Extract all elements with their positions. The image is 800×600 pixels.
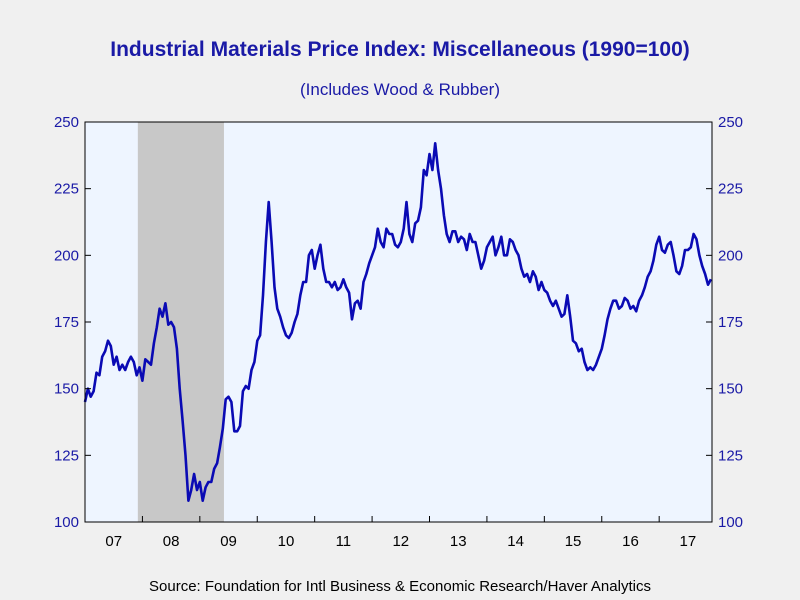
x-tick-label: 13 <box>450 533 467 550</box>
y-tick-label-right: 100 <box>718 514 743 531</box>
y-tick-label-left: 250 <box>54 114 79 131</box>
chart-title: Industrial Materials Price Index: Miscel… <box>110 38 690 61</box>
x-tick-label: 14 <box>507 533 524 550</box>
x-tick-label: 07 <box>105 533 122 550</box>
y-tick-label-right: 200 <box>718 247 743 264</box>
y-tick-label-left: 150 <box>54 381 79 398</box>
y-tick-label-right: 225 <box>718 181 743 198</box>
x-tick-label: 15 <box>565 533 582 550</box>
x-tick-label: 09 <box>220 533 237 550</box>
y-tick-label-left: 175 <box>54 314 79 331</box>
x-tick-label: 10 <box>278 533 295 550</box>
y-tick-label-right: 125 <box>718 447 743 464</box>
x-tick-label: 17 <box>680 533 697 550</box>
y-tick-label-right: 175 <box>718 314 743 331</box>
x-tick-label: 12 <box>392 533 409 550</box>
y-tick-label-right: 250 <box>718 114 743 131</box>
y-tick-label-left: 100 <box>54 514 79 531</box>
y-tick-label-right: 150 <box>718 381 743 398</box>
recession-band <box>137 122 224 522</box>
x-tick-label: 16 <box>622 533 639 550</box>
y-tick-label-left: 125 <box>54 447 79 464</box>
series-line <box>83 142 713 503</box>
x-tick-label: 11 <box>336 533 352 550</box>
chart-subtitle: (Includes Wood & Rubber) <box>299 80 500 99</box>
x-tick-label: 08 <box>163 533 180 550</box>
y-tick-label-left: 200 <box>54 247 79 264</box>
y-tick-label-left: 225 <box>54 181 79 198</box>
chart-source: Source: Foundation for Intl Business & E… <box>149 578 651 595</box>
